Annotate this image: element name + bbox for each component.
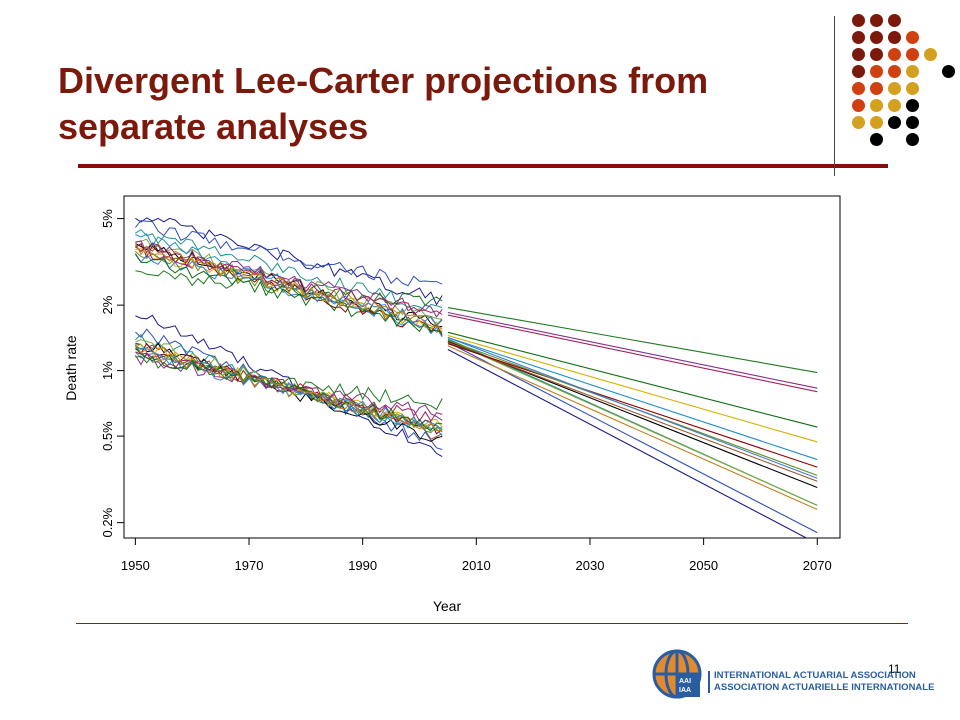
projection-line: [447, 343, 818, 468]
decor-dot: [870, 116, 883, 129]
logo-emblem-text: AAI IAA: [679, 678, 692, 694]
y-tick-label: 0.2%: [100, 507, 115, 537]
observed-series-line: [134, 242, 443, 329]
projection-line: [447, 336, 818, 479]
decor-dot: [852, 116, 865, 129]
decor-dot: [888, 65, 901, 78]
observed-series-line: [135, 314, 443, 458]
decor-dot: [870, 14, 883, 27]
logo-line-fr: ASSOCIATION ACTUARIELLE INTERNATIONALE: [714, 682, 935, 693]
logo-divider: [708, 671, 710, 693]
y-tick-label: 2%: [100, 295, 115, 314]
decor-dot: [870, 99, 883, 112]
decor-dot: [888, 116, 901, 129]
projection-line: [447, 331, 818, 428]
plot-frame: [123, 195, 841, 539]
observed-series-line: [135, 328, 443, 450]
decor-dot: [852, 31, 865, 44]
decor-dot: [888, 99, 901, 112]
decor-dot: [888, 14, 901, 27]
observed-series-line: [135, 244, 443, 333]
x-tick-label: 2010: [462, 558, 491, 573]
decor-dot: [906, 65, 919, 78]
decor-dot: [906, 48, 919, 61]
decor-dot: [852, 14, 865, 27]
page-number: 11: [888, 662, 901, 676]
projection-line: [447, 339, 818, 506]
decor-dot: [852, 99, 865, 112]
x-tick-label: 2030: [576, 558, 605, 573]
decor-dot: [906, 99, 919, 112]
decor-dot: [870, 65, 883, 78]
decor-dot: [870, 48, 883, 61]
decor-dot: [852, 48, 865, 61]
slide-title: Divergent Lee-Carter projections from se…: [58, 60, 709, 147]
y-tick-label: 1%: [100, 361, 115, 380]
y-tick-label: 0.5%: [100, 421, 115, 451]
decor-dot: [870, 31, 883, 44]
footer-rule: [76, 623, 908, 624]
observed-series-line: [135, 250, 443, 327]
x-tick-label: 1970: [235, 558, 264, 573]
decor-dot: [870, 133, 883, 146]
x-tick-label: 2050: [689, 558, 718, 573]
projection-line: [447, 341, 818, 534]
decor-dot: [852, 65, 865, 78]
projection-line: [447, 311, 818, 389]
observed-series-line: [135, 355, 443, 411]
projection-line: [447, 336, 818, 461]
x-tick-label: 1950: [121, 558, 150, 573]
observed-series-line: [135, 339, 443, 434]
x-tick-label: 2070: [803, 558, 832, 573]
decor-dot-grid: [852, 14, 955, 154]
decor-dot: [906, 133, 919, 146]
decor-dot: [906, 82, 919, 95]
projection-line: [447, 349, 808, 538]
projection-line: [447, 314, 818, 393]
decor-vertical-rule: [834, 16, 835, 176]
y-axis-label: Death rate: [63, 335, 79, 401]
projection-line: [447, 334, 818, 443]
decor-dot: [906, 116, 919, 129]
x-axis-label: Year: [433, 598, 462, 614]
decor-dot: [942, 65, 955, 78]
y-tick-label: 5%: [100, 209, 115, 228]
iaa-logo: AAI IAA INTERNATIONAL ACTUARIAL ASSOCIAT…: [652, 645, 934, 705]
decor-dot: [888, 82, 901, 95]
logo-line-en: INTERNATIONAL ACTUARIAL ASSOCIATION: [714, 670, 916, 681]
observed-series-line: [135, 229, 443, 311]
observed-series-line: [135, 351, 443, 423]
observed-series-line: [135, 270, 443, 307]
observed-series-line: [135, 245, 443, 316]
observed-series-line: [135, 342, 443, 442]
decor-dot: [888, 31, 901, 44]
projection-line: [447, 345, 818, 510]
observed-series-line: [135, 347, 443, 431]
decor-dot: [852, 82, 865, 95]
decor-dot: [906, 31, 919, 44]
observed-series-line: [135, 220, 443, 287]
projection-line: [447, 341, 818, 482]
decor-dot: [888, 48, 901, 61]
title-rule: [78, 164, 888, 168]
globe-icon: [652, 649, 702, 699]
projection-line: [447, 306, 818, 374]
decor-dot: [870, 82, 883, 95]
x-tick-label: 1990: [348, 558, 377, 573]
decor-dot: [924, 48, 937, 61]
observed-series-line: [134, 343, 443, 432]
